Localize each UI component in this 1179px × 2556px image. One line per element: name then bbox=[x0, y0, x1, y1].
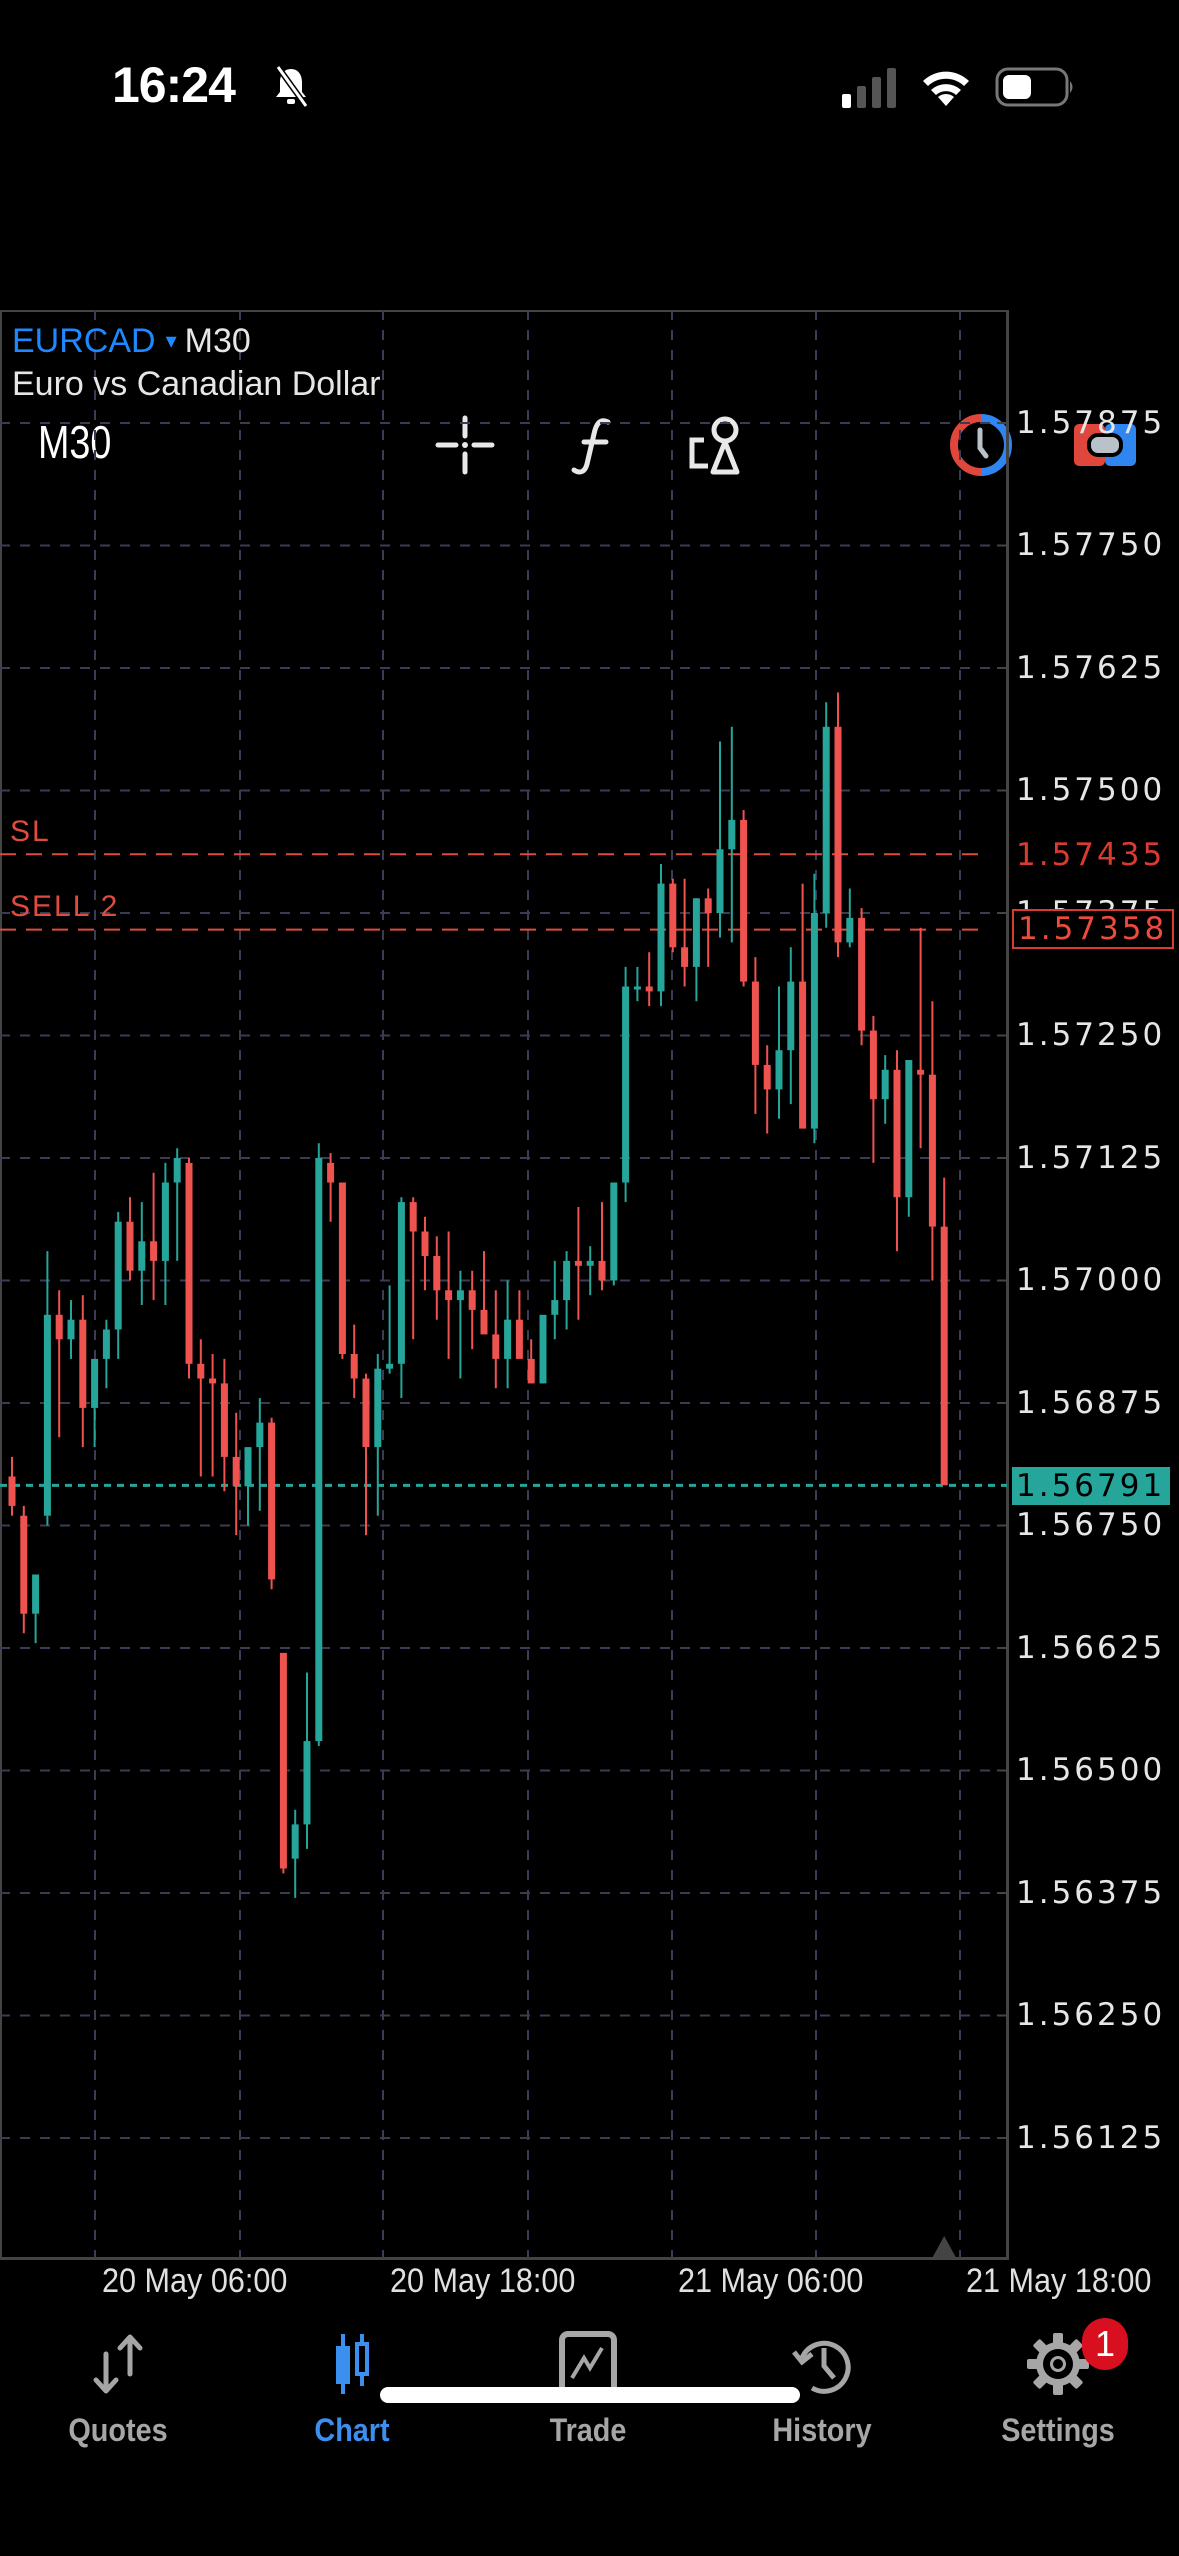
time-tick: 21 May 06:00 bbox=[678, 2262, 864, 2300]
price-tick: 1.57125 bbox=[1016, 1140, 1166, 1176]
tab-trade[interactable]: Trade bbox=[488, 2310, 688, 2460]
sell-price-box: 1.57358 bbox=[1012, 909, 1174, 949]
tab-label: History bbox=[772, 2412, 872, 2448]
symbol-description: Euro vs Canadian Dollar bbox=[12, 365, 381, 403]
price-tick: 1.56625 bbox=[1016, 1630, 1166, 1666]
price-tick: 1.56875 bbox=[1016, 1385, 1166, 1421]
time-tick: 20 May 06:00 bbox=[102, 2262, 288, 2300]
crosshair-icon[interactable] bbox=[430, 410, 500, 480]
tab-settings[interactable]: Settings bbox=[958, 2310, 1158, 2460]
history-clock-icon bbox=[792, 2340, 851, 2394]
home-indicator[interactable] bbox=[380, 2387, 800, 2403]
candlestick-chart-icon bbox=[336, 2334, 369, 2394]
tab-label: Trade bbox=[549, 2412, 627, 2448]
timeframe-button[interactable]: M30 bbox=[38, 416, 112, 468]
price-tick: 1.57625 bbox=[1016, 650, 1166, 686]
tab-chart[interactable]: Chart bbox=[252, 2310, 452, 2460]
price-tick: 1.56375 bbox=[1016, 1875, 1166, 1911]
status-time: 16:24 bbox=[112, 57, 236, 113]
tab-quotes[interactable]: Quotes bbox=[18, 2310, 218, 2460]
tab-label: Quotes bbox=[68, 2412, 168, 2448]
chart-symbol-header[interactable]: EURCAD ▾ M30 bbox=[12, 322, 251, 361]
price-tick-obscured: 1.57375 bbox=[1016, 895, 1165, 909]
price-tick: 1.57000 bbox=[1016, 1262, 1166, 1298]
settings-notification-badge: 1 bbox=[1082, 2318, 1128, 2370]
battery-icon bbox=[995, 67, 1073, 107]
price-chart[interactable] bbox=[0, 310, 1179, 2260]
sell-order-label[interactable]: SELL 2 bbox=[10, 890, 120, 923]
cellular-signal-icon bbox=[842, 68, 896, 108]
sl-price-label: 1.57435 bbox=[1016, 837, 1166, 873]
bottom-tab-bar: Quotes Chart Trade History bbox=[0, 2310, 1179, 2460]
wifi-icon bbox=[923, 71, 969, 106]
bell-slash-icon bbox=[275, 65, 309, 108]
objects-icon[interactable] bbox=[680, 410, 750, 480]
symbol-name[interactable]: EURCAD bbox=[12, 322, 156, 360]
bid-price-box: 1.56791 bbox=[1012, 1467, 1170, 1505]
sl-level-label[interactable]: SL bbox=[10, 815, 51, 848]
candlestick-plot[interactable] bbox=[0, 310, 1179, 2260]
price-tick: 1.57250 bbox=[1016, 1017, 1166, 1053]
time-tick: 20 May 18:00 bbox=[390, 2262, 576, 2300]
status-bar: 16:24 bbox=[0, 0, 1179, 160]
symbol-dropdown-icon[interactable]: ▾ bbox=[165, 328, 177, 353]
tab-history[interactable]: History bbox=[722, 2310, 922, 2460]
trade-toggle-icon[interactable] bbox=[1070, 410, 1140, 480]
price-tick: 1.56125 bbox=[1016, 2120, 1166, 2156]
price-tick: 1.56250 bbox=[1016, 1997, 1166, 2033]
quotes-arrows-icon bbox=[93, 2334, 143, 2394]
chart-toolbar: M30 bbox=[0, 200, 1179, 476]
price-tick: 1.57750 bbox=[1016, 527, 1166, 563]
price-tick: 1.57500 bbox=[1016, 772, 1166, 808]
tab-label: Settings bbox=[1001, 2412, 1115, 2448]
price-tick: 1.56500 bbox=[1016, 1752, 1166, 1788]
settings-gear-icon bbox=[1027, 2333, 1089, 2395]
symbol-timeframe: M30 bbox=[184, 322, 251, 360]
tab-label: Chart bbox=[314, 2412, 390, 2448]
indicators-icon[interactable] bbox=[556, 410, 626, 480]
price-tick: 1.56750 bbox=[1016, 1507, 1166, 1543]
time-tick: 21 May 18:00 bbox=[966, 2262, 1152, 2300]
price-tick: 1.57875 bbox=[1016, 405, 1166, 441]
